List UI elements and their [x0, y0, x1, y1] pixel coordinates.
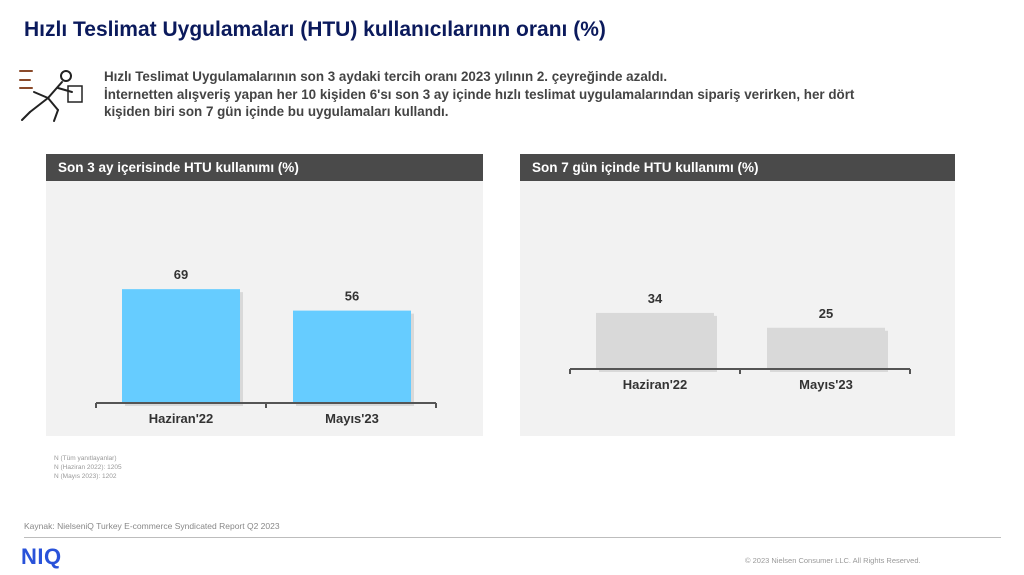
summary-text: Hızlı Teslimat Uygulamalarının son 3 ayd… [104, 68, 924, 121]
chart-panel-3-months: Son 3 ay içerisinde HTU kullanımı (%) 69… [46, 154, 483, 436]
delivery-runner-icon [19, 70, 83, 122]
source-note: Kaynak: NielseniQ Turkey E-commerce Synd… [24, 521, 280, 531]
tick-label: Mayıs'23 [799, 377, 853, 392]
copyright-text: © 2023 Nielsen Consumer LLC. All Rights … [745, 556, 921, 565]
bars: 69 Haziran'22 56 Mayıs'23 [122, 267, 414, 426]
niq-logo: NIQ [21, 544, 62, 569]
tick-label: Haziran'22 [623, 377, 688, 392]
bar [767, 327, 885, 369]
bars: 34 Haziran'22 25 Mayıs'23 [596, 291, 888, 392]
summary-line: İnternetten alışveriş yapan her 10 kişid… [104, 86, 855, 102]
tick-label: Haziran'22 [149, 411, 214, 426]
sample-note: N (Tüm yanıtlayanlar) [54, 455, 117, 462]
data-label: 69 [174, 267, 188, 282]
summary-line: Hızlı Teslimat Uygulamalarının son 3 ayd… [104, 69, 668, 84]
summary-line: kişiden biri son 7 gün içinde bu uygulam… [104, 104, 449, 119]
bar-chart-7-days: 34 Haziran'22 25 Mayıs'23 [569, 291, 911, 392]
data-label: 25 [819, 306, 833, 321]
data-label: 56 [345, 289, 359, 304]
bar [596, 312, 714, 369]
sample-note: N (Haziran 2022): 1205 [54, 464, 122, 471]
x-axis [95, 402, 437, 408]
x-axis [569, 368, 911, 374]
data-label: 34 [648, 291, 663, 306]
page-title: Hızlı Teslimat Uygulamaları (HTU) kullan… [24, 18, 606, 41]
chart-panel-7-days: Son 7 gün içinde HTU kullanımı (%) 34 Haz… [520, 154, 955, 436]
tick-label: Mayıs'23 [325, 411, 379, 426]
bar [293, 310, 411, 403]
bar-chart-3-months: 69 Haziran'22 56 Mayıs'23 [95, 267, 437, 426]
sample-note: N (Mayıs 2023): 1202 [54, 473, 117, 480]
footer-divider [24, 537, 1001, 538]
chart-title: Son 7 gün içinde HTU kullanımı (%) [520, 154, 955, 181]
chart-title: Son 3 ay içerisinde HTU kullanımı (%) [46, 154, 483, 181]
bar [122, 289, 240, 403]
